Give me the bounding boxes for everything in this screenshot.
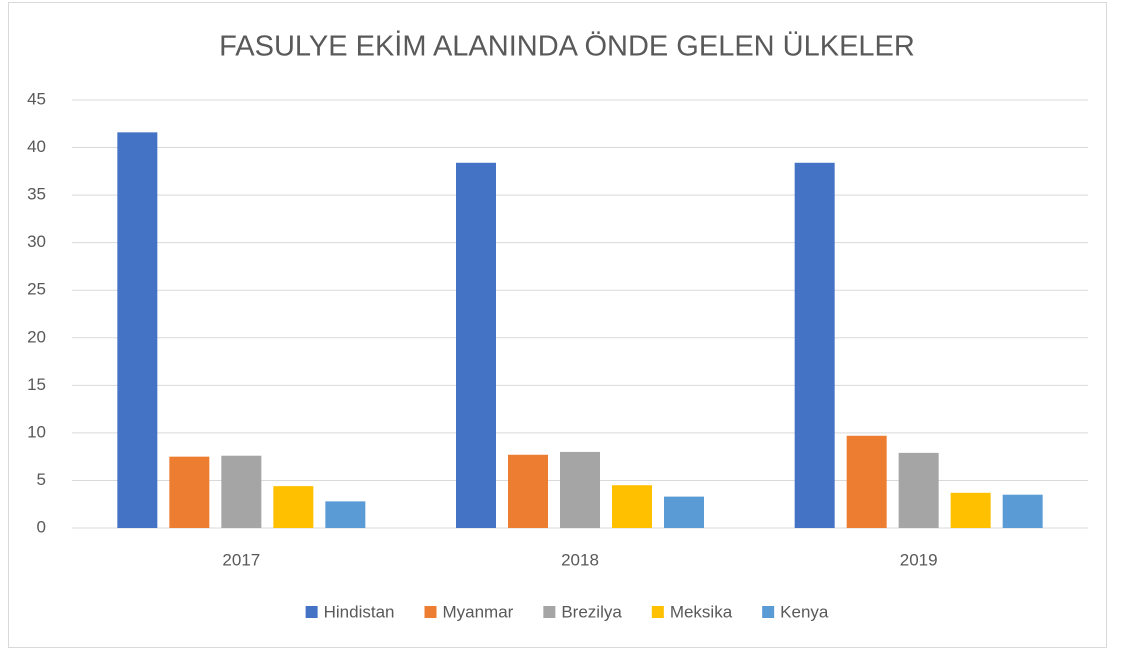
legend-label: Myanmar [442,602,513,621]
bar [794,162,835,529]
x-tick-label: 2019 [900,550,938,569]
y-tick-label: 35 [27,185,46,204]
bar [846,435,887,528]
bar [169,456,210,528]
chart-title: FASULYE EKİM ALANINDA ÖNDE GELEN ÜLKELER [219,30,915,63]
legend-swatch [762,606,775,618]
chart-frame [8,2,1107,648]
bar [117,132,158,529]
bar [560,451,600,528]
bar [898,452,939,528]
bar [664,496,704,528]
x-tick-label: 2017 [222,550,260,569]
legend-swatch [424,606,437,618]
bar [273,486,314,528]
y-tick-label: 10 [27,422,46,441]
bar [221,455,262,528]
y-tick-label: 30 [27,232,46,251]
legend-swatch [305,606,318,618]
legend-label: Meksika [670,602,733,621]
bar [325,501,366,528]
legend-label: Kenya [780,602,829,621]
bar [456,162,496,529]
y-tick-label: 20 [27,327,46,346]
y-tick-label: 25 [27,280,46,299]
legend-label: Hindistan [324,602,395,621]
y-tick-label: 40 [27,137,46,156]
x-tick-label: 2018 [561,550,599,569]
y-tick-label: 15 [27,375,46,394]
y-tick-label: 5 [37,470,46,489]
legend-swatch [651,606,664,618]
bar [950,492,991,528]
legend-label: Brezilya [561,602,622,621]
bar [508,454,548,528]
y-tick-label: 0 [37,517,46,536]
legend-swatch [543,606,556,618]
bar [612,485,652,528]
bar [1002,494,1043,528]
y-tick-label: 45 [27,89,46,108]
